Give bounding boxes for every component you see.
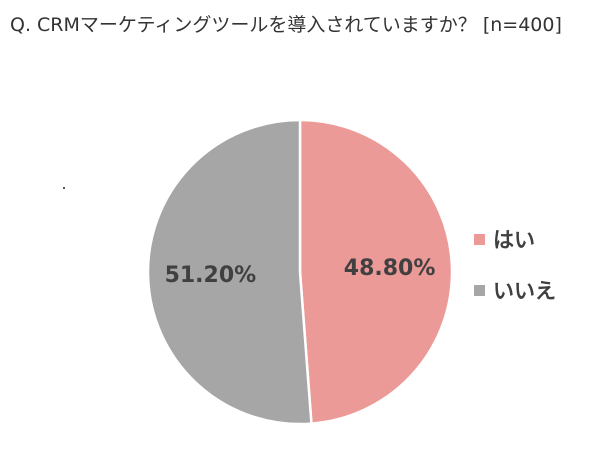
legend-item-2: いいえ bbox=[474, 275, 556, 305]
legend-swatch bbox=[474, 233, 485, 245]
pie-slices bbox=[146, 118, 454, 426]
legend-item-1: はい bbox=[474, 224, 556, 254]
legend-label: いいえ bbox=[493, 279, 556, 303]
pie-slice-2 bbox=[146, 118, 313, 426]
pie-data-label-2: 51.20% bbox=[165, 263, 257, 288]
pie-data-labels: 48.80% 51.20% bbox=[165, 256, 436, 288]
pie-data-label-1: 48.80% bbox=[344, 256, 436, 281]
legend-swatch bbox=[474, 284, 485, 296]
chart-title: Q. CRMマーケティングツールを導入されていますか？ [n=400] bbox=[10, 14, 562, 36]
pie-slice-1 bbox=[298, 118, 454, 425]
decorative-dot bbox=[63, 187, 65, 189]
legend-label: はい bbox=[493, 228, 535, 252]
legend: はい いいえ bbox=[474, 224, 556, 326]
